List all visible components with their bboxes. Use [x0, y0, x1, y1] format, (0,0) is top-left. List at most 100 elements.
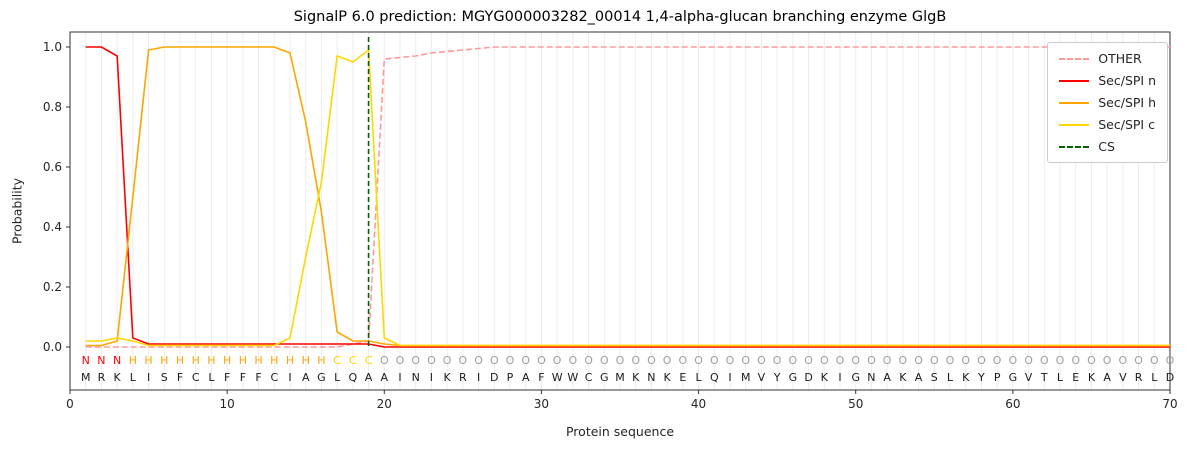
residue-letter: M [615, 371, 625, 384]
region-letter: O [930, 354, 939, 367]
region-letter: O [820, 354, 829, 367]
region-letter: H [302, 354, 310, 367]
region-letter: O [741, 354, 750, 367]
residue-letter: F [240, 371, 246, 384]
region-letter: O [1056, 354, 1065, 367]
residue-letter: K [114, 371, 122, 384]
residue-letter: C [270, 371, 278, 384]
residue-letter: D [1166, 371, 1174, 384]
legend-item-sec-spi-c: Sec/SPI c [1059, 117, 1156, 132]
plot-border [69, 31, 1171, 391]
region-letter: O [1071, 354, 1080, 367]
residue-letter: C [585, 371, 593, 384]
region-letter: H [223, 354, 231, 367]
residue-letter: S [161, 371, 168, 384]
legend-label-other: OTHER [1098, 51, 1142, 66]
region-letter: O [411, 354, 420, 367]
region-letter: O [1040, 354, 1049, 367]
residue-letter: I [477, 371, 480, 384]
residue-letter: P [507, 371, 514, 384]
residue-letter: K [1088, 371, 1096, 384]
region-letter: O [851, 354, 860, 367]
region-letter: N [97, 354, 105, 367]
region-letter: O [726, 354, 735, 367]
x-tick-label: 70 [1162, 397, 1177, 411]
region-letter: O [993, 354, 1002, 367]
residue-letter: L [1151, 371, 1158, 384]
region-letter: O [1103, 354, 1112, 367]
region-letter: O [537, 354, 546, 367]
series-line-other [85, 46, 1170, 348]
legend-item-cs: CS [1059, 139, 1156, 154]
region-letter: H [286, 354, 294, 367]
region-letter: O [694, 354, 703, 367]
region-letter: O [663, 354, 672, 367]
residue-letter: N [412, 371, 420, 384]
residue-letter: D [804, 371, 812, 384]
region-letter: H [270, 354, 278, 367]
residue-letter: A [883, 371, 891, 384]
residue-letter: E [679, 371, 686, 384]
residue-letter: R [459, 371, 467, 384]
residue-letter: Q [349, 371, 358, 384]
residue-letter: T [1040, 371, 1048, 384]
legend-item-sec-spi-h: Sec/SPI h [1059, 95, 1156, 110]
residue-letter: L [1057, 371, 1064, 384]
region-letter: O [914, 354, 923, 367]
residue-letter: N [647, 371, 655, 384]
region-letter: O [679, 354, 688, 367]
y-tick-label: 0.2 [43, 280, 62, 294]
other-line-sample [1059, 57, 1090, 60]
residue-letter: A [1103, 371, 1111, 384]
residue-letter: K [821, 371, 829, 384]
residue-letter: K [899, 371, 907, 384]
residue-letter: K [632, 371, 640, 384]
residue-letter: G [317, 371, 326, 384]
region-letter: O [506, 354, 515, 367]
region-letter: O [474, 354, 483, 367]
region-letter: H [176, 354, 184, 367]
legend-label-sec-spi-c: Sec/SPI c [1098, 117, 1155, 132]
residue-letter: L [947, 371, 954, 384]
region-letter: O [867, 354, 876, 367]
region-letter: O [616, 354, 625, 367]
region-letter: O [1150, 354, 1159, 367]
residue-letter: A [302, 371, 310, 384]
x-tick-label: 30 [534, 397, 549, 411]
legend-label-cs: CS [1098, 139, 1115, 154]
residue-letter: F [538, 371, 544, 384]
residue-letter: F [255, 371, 261, 384]
residue-letter: G [789, 371, 798, 384]
x-tick-label: 40 [691, 397, 706, 411]
region-letter: O [1024, 354, 1033, 367]
region-letter: O [710, 354, 719, 367]
series-line-sec-spi-h [85, 46, 1170, 347]
residue-letter: Q [710, 371, 719, 384]
region-letter: O [804, 354, 813, 367]
region-letter: O [1009, 354, 1018, 367]
y-tick-label: 0.4 [43, 220, 62, 234]
y-tick-label: 0.0 [43, 340, 62, 354]
residue-letter: I [147, 371, 150, 384]
chart-title: SignalP 6.0 prediction: MGYG000003282_00… [293, 9, 947, 25]
residue-letter: W [567, 371, 578, 384]
x-tick-label: 50 [848, 397, 863, 411]
cs-line-sample [1059, 145, 1090, 148]
x-tick-label: 0 [66, 397, 74, 411]
region-letter: O [631, 354, 640, 367]
residue-letter: V [1119, 371, 1127, 384]
residue-letter: I [838, 371, 841, 384]
region-letter: O [584, 354, 593, 367]
region-letter: O [459, 354, 468, 367]
residue-letter: V [758, 371, 766, 384]
region-letter: O [1119, 354, 1128, 367]
region-letter: O [380, 354, 389, 367]
region-letter: O [443, 354, 452, 367]
region-letter: O [883, 354, 892, 367]
region-letter: C [349, 354, 357, 367]
residue-letter: R [98, 371, 106, 384]
residue-letter: I [398, 371, 401, 384]
residue-letter: R [1135, 371, 1143, 384]
region-letter: H [207, 354, 215, 367]
